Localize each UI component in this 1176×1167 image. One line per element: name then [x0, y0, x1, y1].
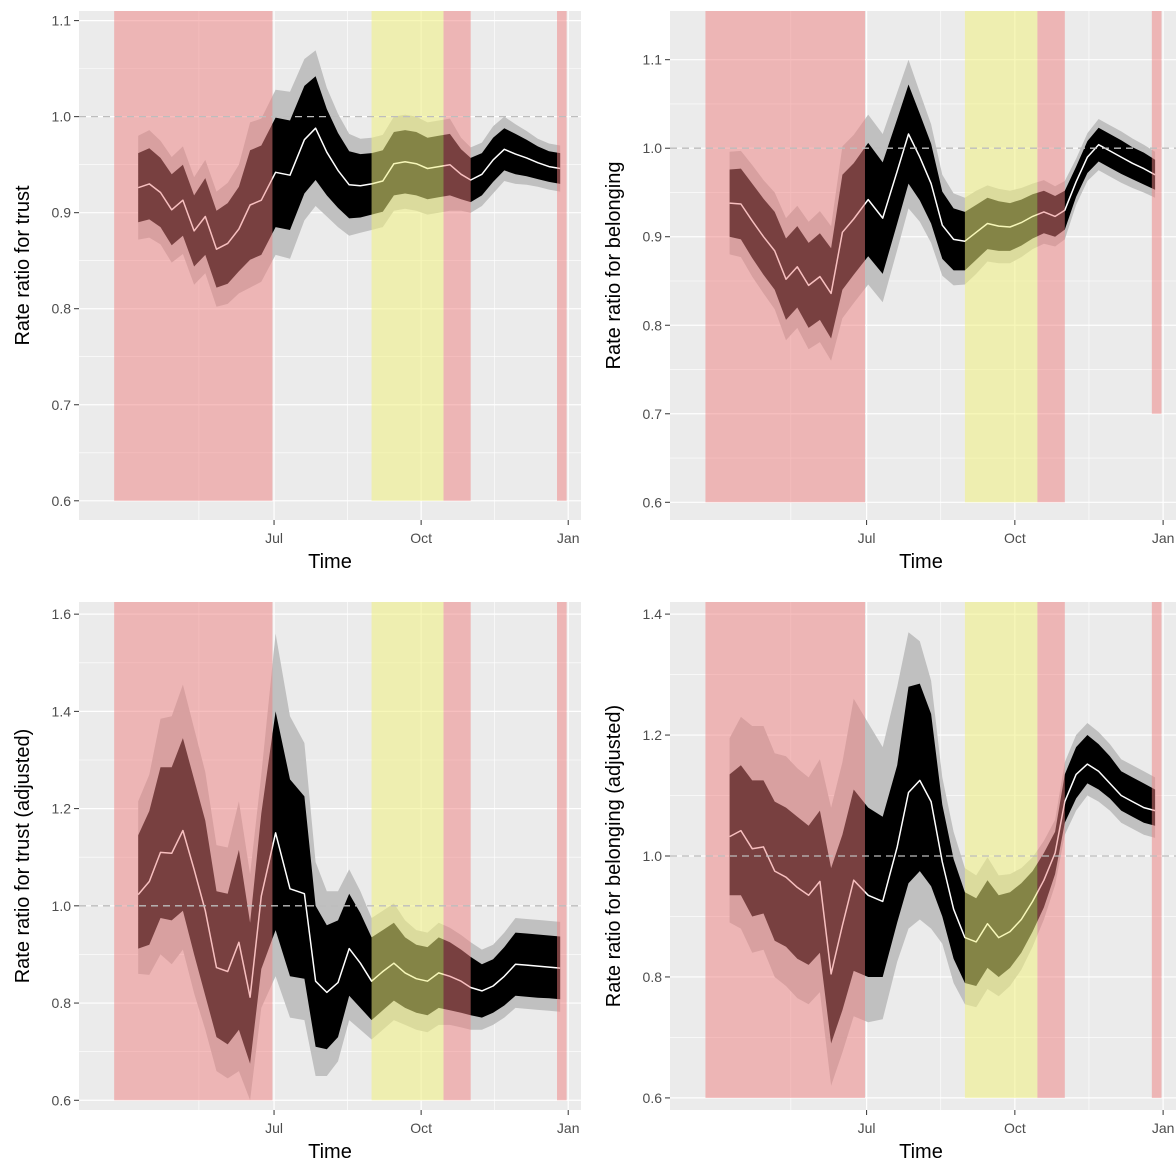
x-tick-label: Jan — [557, 1120, 580, 1136]
lockdown-shading — [443, 11, 471, 501]
y-tick-label: 1.1 — [52, 13, 72, 29]
plot-area — [670, 602, 1176, 1110]
lockdown-shading — [557, 11, 567, 501]
lockdown-shading — [1151, 11, 1162, 414]
y-axis-title: Rate ratio for trust (adjusted) — [12, 729, 34, 984]
plot-area — [79, 602, 581, 1110]
y-axis-title: Rate ratio for belonging — [603, 162, 625, 370]
tier-shading — [964, 602, 1038, 1098]
x-tick-label: Oct — [410, 530, 432, 546]
y-tick-label: 0.8 — [643, 969, 663, 985]
tier-shading — [964, 11, 1038, 503]
y-tick-label: 1.4 — [52, 703, 72, 719]
lockdown-shading — [114, 11, 273, 501]
y-axis-title: Rate ratio for trust — [12, 185, 34, 346]
y-tick-label: 1.2 — [643, 727, 663, 743]
lockdown-shading — [705, 11, 865, 503]
y-tick-label: 0.8 — [52, 301, 72, 317]
lockdown-shading — [557, 602, 567, 1101]
x-tick-label: Jul — [265, 1120, 283, 1136]
x-tick-label: Jan — [1152, 530, 1175, 546]
y-tick-label: 0.6 — [52, 1092, 72, 1108]
y-tick-label: 1.1 — [643, 52, 663, 68]
y-tick-label: 1.2 — [52, 801, 72, 817]
lockdown-shading — [1037, 11, 1065, 503]
x-tick-label: Jan — [1152, 1120, 1175, 1136]
y-axis-title: Rate ratio for belonging (adjusted) — [603, 705, 625, 1007]
tier-shading — [371, 11, 444, 501]
panel-belonging: 0.6 0.7 0.8 0.9 1.0 1.1 Jul Oct Jan Time Rate rati… — [603, 11, 1176, 573]
lockdown-shading — [443, 602, 471, 1101]
y-tick-label: 0.7 — [643, 406, 663, 422]
x-tick-label: Jul — [858, 1120, 876, 1136]
x-tick-label: Oct — [1004, 1120, 1026, 1136]
y-tick-label: 1.0 — [643, 848, 663, 864]
plot-area — [670, 11, 1176, 520]
y-tick-label: 0.9 — [643, 229, 663, 245]
y-tick-label: 0.6 — [643, 494, 663, 510]
y-tick-label: 0.8 — [52, 995, 72, 1011]
y-tick-label: 1.0 — [52, 898, 72, 914]
y-tick-label: 1.0 — [52, 109, 72, 125]
panel-trust: 0.6 0.7 0.8 0.9 1.0 1.1 Jul Oct Jan Time Rate rati… — [12, 11, 581, 573]
x-axis-title: Time — [308, 551, 352, 573]
y-tick-label: 1.0 — [643, 140, 663, 156]
x-axis-title: Time — [899, 1141, 943, 1163]
plot-area — [79, 11, 581, 520]
y-tick-label: 0.6 — [52, 493, 72, 509]
x-tick-label: Jul — [265, 530, 283, 546]
x-tick-label: Oct — [410, 1120, 432, 1136]
y-tick-label: 1.6 — [52, 606, 72, 622]
x-tick-label: Oct — [1004, 530, 1026, 546]
lockdown-shading — [1037, 602, 1065, 1098]
tier-shading — [371, 602, 444, 1101]
lockdown-shading — [1151, 602, 1162, 1098]
x-axis-title: Time — [308, 1141, 352, 1163]
panel-trust-adjusted: 0.6 0.8 1.0 1.2 1.4 1.6 Jul Oct Jan Time Rate rati… — [12, 602, 581, 1163]
x-tick-label: Jan — [557, 530, 580, 546]
y-tick-label: 0.6 — [643, 1090, 663, 1106]
y-tick-label: 0.9 — [52, 205, 72, 221]
y-tick-label: 1.4 — [643, 606, 663, 622]
y-tick-label: 0.8 — [643, 317, 663, 333]
lockdown-shading — [705, 602, 865, 1098]
panel-belonging-adjusted: 0.6 0.8 1.0 1.2 1.4 Jul Oct Jan Time Rate ratio f… — [603, 602, 1176, 1163]
x-axis-title: Time — [899, 551, 943, 573]
y-tick-label: 0.7 — [52, 397, 72, 413]
x-tick-label: Jul — [858, 530, 876, 546]
lockdown-shading — [114, 602, 273, 1101]
